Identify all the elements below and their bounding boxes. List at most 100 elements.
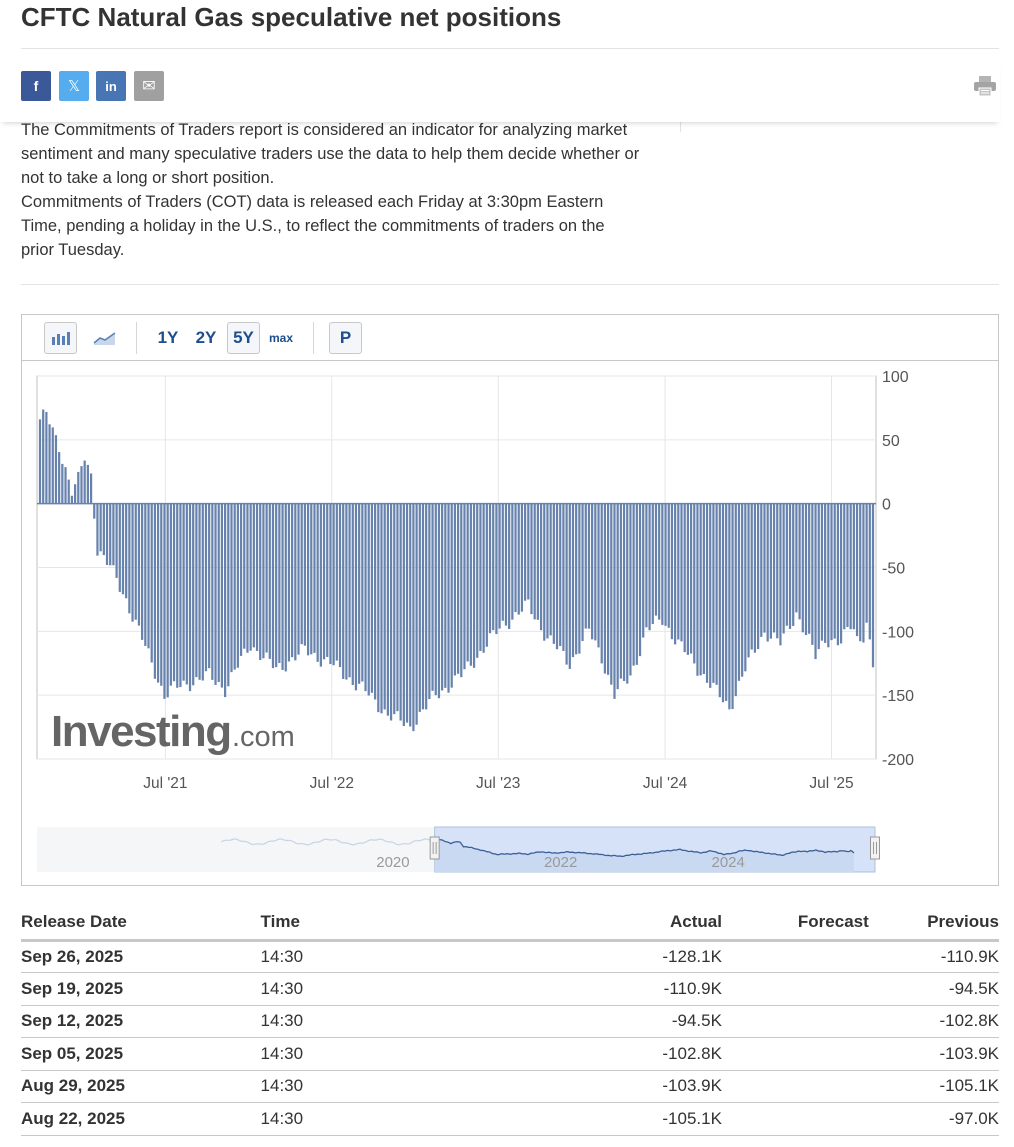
bar[interactable]: [425, 503, 428, 710]
bar[interactable]: [555, 503, 559, 650]
bar[interactable]: [393, 503, 396, 715]
bar[interactable]: [230, 503, 233, 673]
bar[interactable]: [294, 503, 297, 661]
bar[interactable]: [45, 411, 48, 504]
bar[interactable]: [658, 503, 661, 620]
bar[interactable]: [89, 473, 93, 504]
bar[interactable]: [109, 503, 112, 566]
bar[interactable]: [798, 503, 801, 620]
bar[interactable]: [827, 503, 830, 648]
bar[interactable]: [198, 503, 201, 680]
bar[interactable]: [753, 503, 757, 653]
bar[interactable]: [766, 503, 769, 642]
bar[interactable]: [508, 503, 511, 630]
bar[interactable]: [402, 503, 405, 727]
bar[interactable]: [737, 503, 741, 681]
bar[interactable]: [236, 503, 239, 668]
bar[interactable]: [779, 503, 782, 646]
bar[interactable]: [824, 503, 827, 643]
bar[interactable]: [220, 503, 224, 688]
bar[interactable]: [450, 503, 453, 688]
bar[interactable]: [476, 503, 479, 658]
range-2y-button[interactable]: 2Y: [195, 328, 217, 347]
bar[interactable]: [820, 503, 824, 641]
bar[interactable]: [651, 503, 654, 625]
bar[interactable]: [115, 503, 118, 578]
bar[interactable]: [549, 503, 552, 636]
navigator-handle[interactable]: [870, 836, 880, 860]
bar[interactable]: [121, 503, 125, 595]
bar[interactable]: [367, 503, 370, 696]
bar[interactable]: [804, 503, 808, 636]
bar[interactable]: [514, 503, 517, 613]
bar[interactable]: [134, 503, 137, 620]
bar[interactable]: [239, 503, 243, 656]
bar[interactable]: [169, 503, 172, 686]
bar[interactable]: [275, 503, 278, 668]
bar[interactable]: [734, 503, 737, 697]
bar[interactable]: [760, 503, 763, 637]
bar[interactable]: [619, 503, 622, 679]
bar[interactable]: [249, 503, 252, 651]
bar[interactable]: [415, 503, 418, 725]
bar[interactable]: [306, 503, 310, 656]
bar[interactable]: [846, 503, 849, 628]
bar[interactable]: [243, 503, 246, 649]
bar[interactable]: [83, 460, 86, 504]
bar[interactable]: [131, 503, 134, 622]
bar[interactable]: [192, 503, 195, 686]
bar[interactable]: [291, 503, 294, 658]
bar[interactable]: [788, 503, 792, 629]
bar[interactable]: [836, 503, 840, 646]
bar[interactable]: [297, 503, 300, 655]
bar[interactable]: [849, 503, 852, 630]
bar[interactable]: [166, 503, 169, 698]
bar-chart-button[interactable]: [44, 322, 77, 354]
bar[interactable]: [498, 503, 501, 629]
bar[interactable]: [201, 503, 204, 681]
bar[interactable]: [456, 503, 460, 674]
bar[interactable]: [485, 503, 488, 647]
bar[interactable]: [99, 503, 102, 552]
bar[interactable]: [747, 503, 750, 658]
bar[interactable]: [559, 503, 562, 647]
bar[interactable]: [373, 503, 377, 700]
bar[interactable]: [511, 503, 514, 620]
bar[interactable]: [70, 495, 74, 504]
bar[interactable]: [782, 503, 785, 634]
bar[interactable]: [217, 503, 220, 683]
bar[interactable]: [463, 503, 466, 670]
bar[interactable]: [156, 503, 160, 683]
bar[interactable]: [105, 503, 109, 565]
bar[interactable]: [319, 503, 322, 667]
bar[interactable]: [252, 503, 255, 648]
bar[interactable]: [338, 503, 342, 668]
line-chart-button[interactable]: [88, 322, 122, 354]
bar[interactable]: [648, 503, 651, 631]
bar[interactable]: [591, 503, 594, 640]
bar[interactable]: [441, 503, 444, 691]
bar[interactable]: [469, 503, 472, 666]
bar[interactable]: [48, 424, 51, 504]
bar[interactable]: [795, 503, 798, 613]
bar[interactable]: [447, 503, 450, 693]
bar[interactable]: [61, 463, 64, 504]
bar[interactable]: [386, 503, 389, 716]
bar[interactable]: [689, 503, 693, 654]
bar[interactable]: [581, 503, 584, 642]
bar[interactable]: [172, 503, 176, 682]
bar[interactable]: [421, 503, 425, 710]
bar[interactable]: [699, 503, 702, 676]
bar[interactable]: [725, 503, 728, 701]
bar[interactable]: [255, 503, 259, 651]
bar[interactable]: [310, 503, 313, 655]
bar[interactable]: [616, 503, 619, 690]
bar[interactable]: [246, 503, 249, 653]
bar[interactable]: [801, 503, 804, 633]
bar[interactable]: [383, 503, 386, 710]
bar[interactable]: [377, 503, 380, 713]
range-max-button[interactable]: max: [268, 331, 294, 345]
bar[interactable]: [354, 503, 358, 691]
bar[interactable]: [536, 503, 540, 620]
bar[interactable]: [712, 503, 715, 683]
